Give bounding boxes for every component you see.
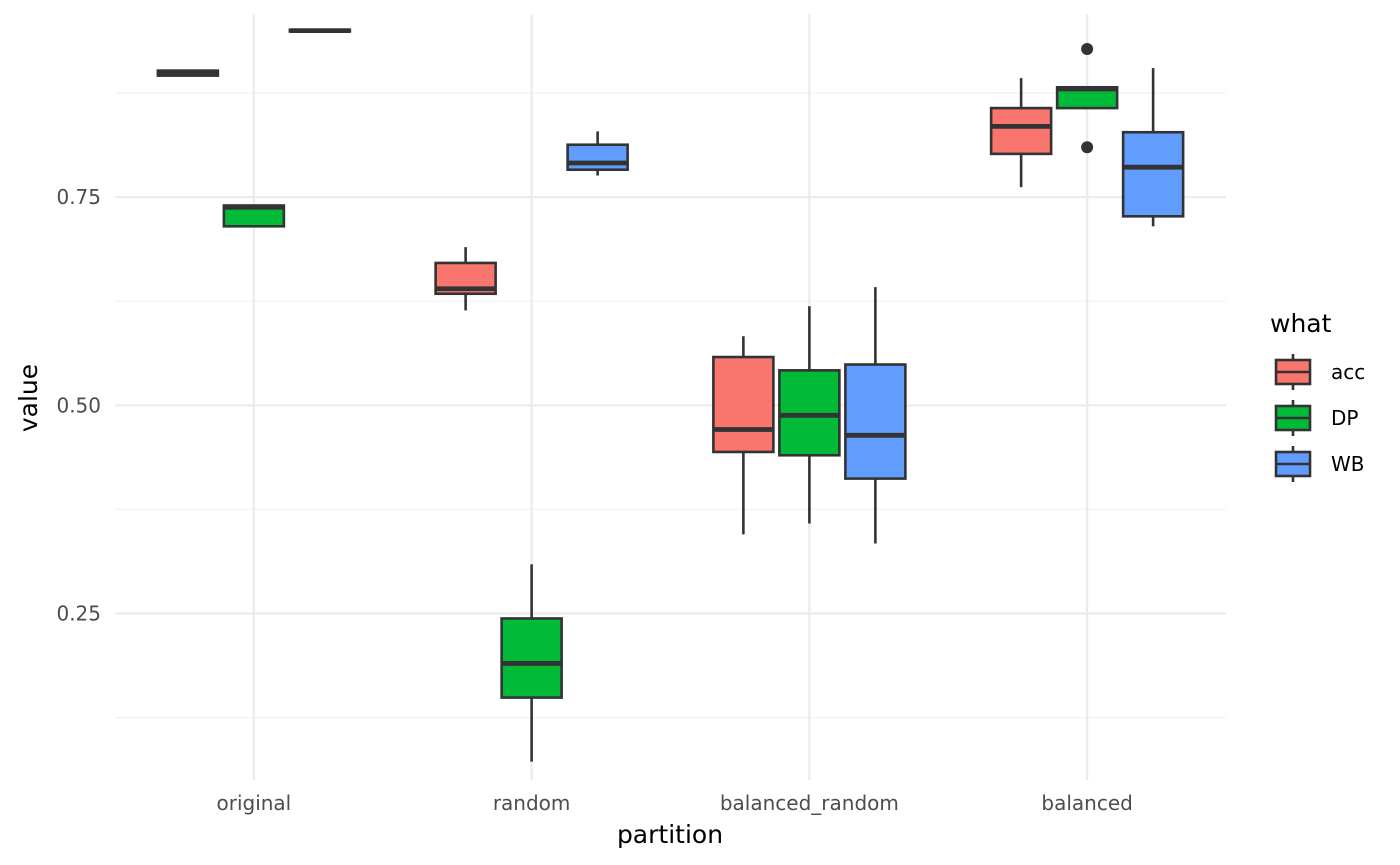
x-tick-label: balanced xyxy=(1041,791,1132,815)
legend-item-WB: WB xyxy=(1274,446,1365,482)
box-WB-balanced xyxy=(1121,68,1185,227)
legend-title: what xyxy=(1270,309,1332,338)
box-iqr xyxy=(778,369,841,457)
boxes xyxy=(156,28,1185,762)
box-iqr xyxy=(500,617,563,699)
box-DP-balanced xyxy=(1055,42,1119,154)
legend-label: WB xyxy=(1331,452,1365,476)
box-DP-original xyxy=(222,204,286,228)
legend-label: acc xyxy=(1331,360,1365,384)
box-acc-original xyxy=(156,69,220,77)
y-tick-label: 0.50 xyxy=(56,393,101,417)
y-axis-ticks: 0.25 0.50 0.75 xyxy=(56,185,101,625)
box-acc-random xyxy=(434,247,497,311)
box-iqr xyxy=(989,106,1053,156)
x-axis-title: partition xyxy=(617,820,723,849)
grid xyxy=(115,14,1226,780)
x-tick-label: random xyxy=(493,791,571,815)
outlier-point xyxy=(1081,141,1094,154)
box-iqr xyxy=(1121,130,1185,218)
box-DP-random xyxy=(500,564,563,762)
y-tick-label: 0.25 xyxy=(56,601,101,625)
outlier-point xyxy=(1081,42,1094,55)
y-tick-label: 0.75 xyxy=(56,185,101,209)
box-iqr xyxy=(712,355,775,454)
box-iqr xyxy=(844,363,907,480)
box-WB-balanced_random xyxy=(844,287,907,544)
legend-item-DP: DP xyxy=(1274,400,1358,436)
x-tick-label: original xyxy=(216,791,291,815)
box-acc-balanced xyxy=(989,78,1053,188)
legend-item-acc: acc xyxy=(1274,354,1365,390)
x-axis-ticks: original random balanced_random balanced xyxy=(216,791,1132,815)
legend-label: DP xyxy=(1331,406,1358,430)
box-WB-random xyxy=(566,131,629,176)
box-WB-original xyxy=(288,28,352,34)
legend: what acc DP WB xyxy=(1270,309,1365,482)
y-axis-title: value xyxy=(14,364,43,432)
x-tick-label: balanced_random xyxy=(720,791,899,815)
box-iqr xyxy=(566,143,629,171)
box-DP-balanced_random xyxy=(778,306,841,524)
box-acc-balanced_random xyxy=(712,336,775,535)
